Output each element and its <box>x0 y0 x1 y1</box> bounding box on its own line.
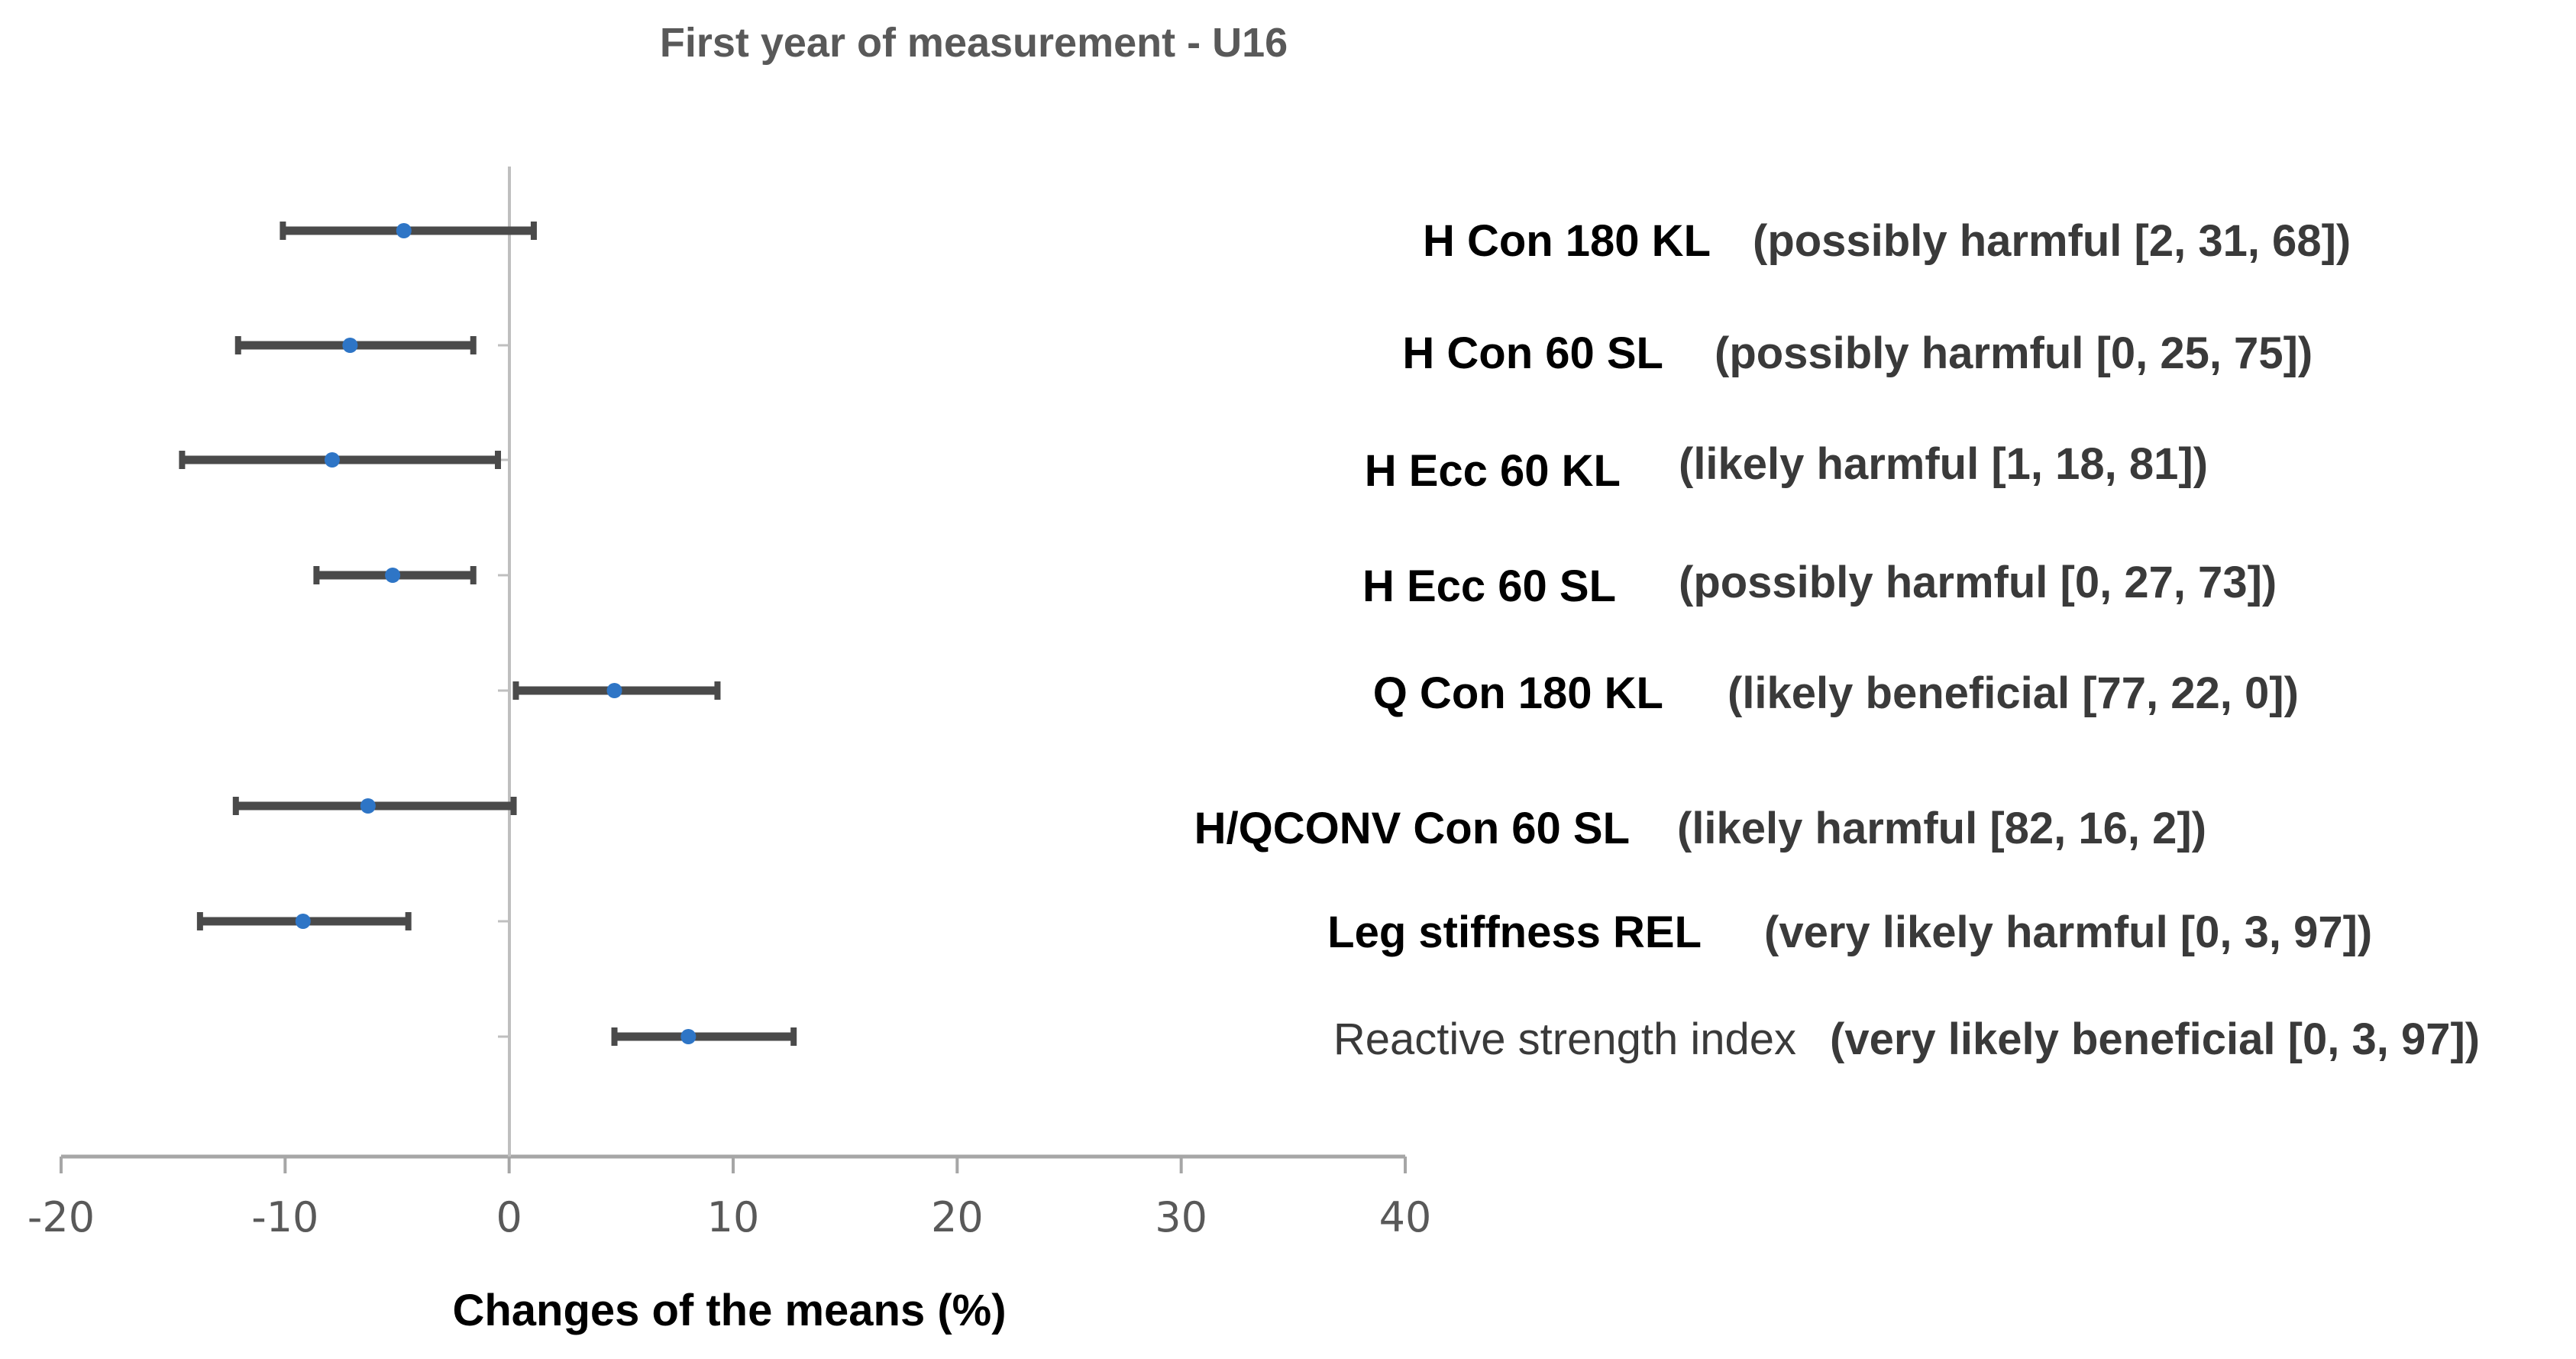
measure-label: H Ecc 60 KL <box>1365 446 1621 496</box>
measure-label: Leg stiffness REL <box>1327 908 1702 957</box>
mean-marker <box>385 568 401 583</box>
mean-marker <box>342 338 358 353</box>
x-axis-ticks: -20 -10 0 10 20 30 40 <box>27 1157 1431 1241</box>
measure-label: H Con 60 SL <box>1402 328 1663 378</box>
x-tick-label: 20 <box>931 1193 984 1241</box>
inference-label: (very likely harmful [0, 3, 97]) <box>1764 908 2372 957</box>
inference-label: (very likely beneficial [0, 3, 97]) <box>1830 1014 2480 1064</box>
measure-label: H Con 180 KL <box>1423 216 1711 266</box>
x-tick-label: -10 <box>251 1193 318 1241</box>
inference-label: (possibly harmful [2, 31, 68]) <box>1753 216 2351 266</box>
inference-label: (likely harmful [82, 16, 2]) <box>1677 804 2206 853</box>
inference-label: (likely harmful [1, 18, 81]) <box>1679 439 2208 489</box>
data-marks <box>179 222 797 1046</box>
mean-marker <box>396 223 412 238</box>
x-axis-label: Changes of the means (%) <box>452 1286 1006 1335</box>
x-tick-label: 10 <box>707 1193 760 1241</box>
mean-marker <box>680 1029 697 1044</box>
measure-label: H/QCONV Con 60 SL <box>1194 804 1630 853</box>
x-tick-label: 40 <box>1379 1193 1432 1241</box>
measure-label: Q Con 180 KL <box>1373 668 1663 718</box>
mean-marker <box>295 914 311 929</box>
mean-marker <box>324 452 340 468</box>
x-tick-label: 0 <box>496 1193 522 1241</box>
chart-title: First year of measurement - U16 <box>660 20 1288 66</box>
row-labels: H Con 180 KL (possibly harmful [2, 31, 68… <box>1194 216 2481 1064</box>
x-tick-label: 30 <box>1155 1193 1207 1241</box>
mean-marker <box>606 683 622 698</box>
inference-label: (possibly harmful [0, 25, 75]) <box>1715 328 2313 378</box>
inference-label: (likely beneficial [77, 22, 0]) <box>1728 668 2299 718</box>
measure-label: Reactive strength index <box>1333 1014 1796 1064</box>
inference-label: (possibly harmful [0, 27, 73]) <box>1679 558 2277 607</box>
measure-label: H Ecc 60 SL <box>1362 561 1616 611</box>
x-tick-label: -20 <box>27 1193 95 1241</box>
mean-marker <box>360 798 376 814</box>
